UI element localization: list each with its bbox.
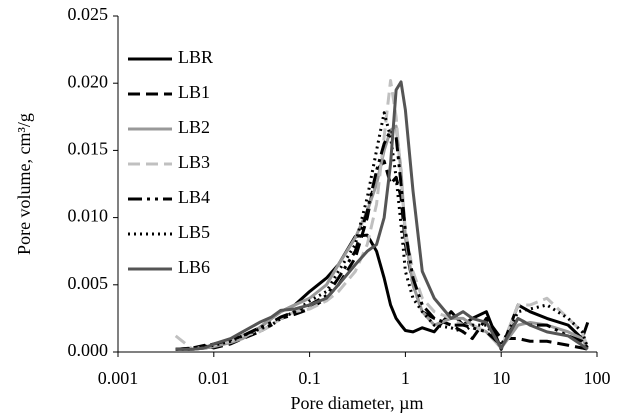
data-line — [174, 79, 590, 351]
x-tick-label: 1 — [401, 368, 410, 388]
y-tick-label: 0.015 — [68, 139, 109, 159]
legend-label: LBR — [178, 47, 213, 67]
y-axis-label: Pore volume, cm³/g — [14, 113, 34, 255]
x-tick-label: 0.001 — [98, 368, 139, 388]
data-line — [175, 124, 590, 351]
legend-label: LB3 — [178, 152, 210, 172]
x-tick-label: 100 — [584, 368, 611, 388]
data-line — [175, 80, 589, 351]
y-tick-label: 0.020 — [68, 71, 109, 91]
legend-label: LB4 — [178, 187, 210, 207]
x-tick-label: 0.01 — [198, 368, 230, 388]
y-tick-label: 0.010 — [68, 206, 109, 226]
x-axis-label: Pore diameter, µm — [290, 393, 423, 413]
legend-label: LB1 — [178, 82, 210, 102]
legend-label: LB6 — [178, 257, 210, 277]
x-tick-label: 0.1 — [298, 368, 321, 388]
x-tick-label: 10 — [492, 368, 510, 388]
y-tick-label: 0.000 — [68, 340, 109, 360]
y-tick-label: 0.025 — [68, 4, 109, 24]
data-line — [175, 233, 590, 351]
legend-label: LB2 — [178, 117, 210, 137]
y-tick-label: 0.005 — [68, 273, 109, 293]
data-line — [175, 111, 590, 351]
legend-label: LB5 — [178, 222, 210, 242]
